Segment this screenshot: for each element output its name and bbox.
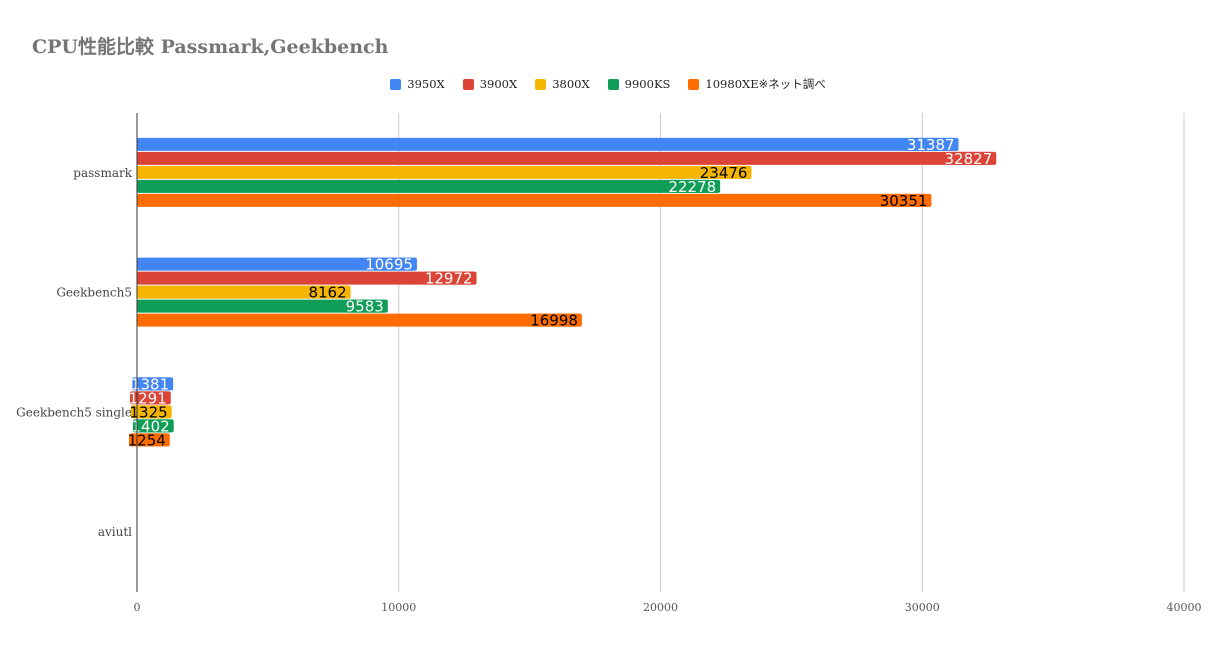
bar (137, 299, 388, 313)
data-label-bg (908, 137, 957, 151)
legend-item[interactable]: 9900KS (607, 76, 671, 92)
legend-label: 3800X (552, 77, 590, 91)
bar (137, 193, 932, 207)
bar (137, 179, 721, 193)
category-label: Geekbench5 (56, 286, 132, 300)
legend-item[interactable]: 3950X (390, 76, 445, 92)
legend-label: 9900KS (624, 77, 671, 91)
data-label-bg (670, 179, 719, 193)
legend-swatch (607, 78, 619, 90)
legend-swatch (535, 78, 547, 90)
data-label: 1381 (131, 375, 169, 393)
legend-item[interactable]: 10980XE※ネット調べ (688, 76, 826, 92)
chart-title: CPU性能比較 Passmark,Geekbench (32, 36, 389, 58)
data-label: 31387 (907, 136, 955, 154)
data-label: 32827 (945, 150, 993, 168)
x-tick-label: 30000 (905, 601, 940, 614)
legend-swatch (462, 78, 474, 90)
data-label: 1254 (128, 431, 166, 449)
legend-item[interactable]: 3800X (535, 76, 590, 92)
data-label-bg (309, 285, 349, 299)
x-tick-label: 40000 (1167, 601, 1202, 614)
data-label-bg (130, 405, 170, 419)
legend-label: 3900X (479, 77, 518, 91)
data-label: 12972 (425, 270, 473, 288)
bar (137, 285, 351, 299)
data-label-bg (881, 193, 930, 207)
data-label-bg (701, 165, 750, 179)
bar (137, 257, 417, 271)
data-label-bg (129, 391, 169, 405)
x-tick-label: 0 (134, 601, 141, 614)
category-label: Geekbench5 single (16, 405, 132, 419)
data-label-bg (132, 419, 172, 433)
x-tick-label: 20000 (643, 601, 678, 614)
legend-label: 10980XE※ネット調べ (705, 77, 826, 91)
data-label: 1291 (129, 389, 167, 407)
data-label: 1402 (132, 417, 170, 435)
data-label: 16998 (530, 312, 578, 330)
legend: 3950X 3900X 3800X 9900KS 10980XE※ネット調べ (0, 76, 1216, 92)
data-label: 8162 (308, 284, 346, 302)
category-label: passmark (73, 166, 132, 180)
category-label: aviutl (98, 525, 132, 539)
bar (137, 151, 997, 165)
legend-item[interactable]: 3900X (462, 76, 518, 92)
data-label-bg (426, 271, 475, 285)
bar (137, 271, 477, 285)
legend-swatch (390, 78, 402, 90)
data-label-bg (531, 313, 580, 327)
data-label-bg (347, 299, 386, 313)
data-label: 30351 (880, 192, 928, 210)
data-label: 10695 (365, 256, 413, 274)
data-label-bg (946, 151, 995, 165)
data-label: 22278 (668, 178, 716, 196)
x-tick-label: 10000 (381, 601, 416, 614)
bar (137, 137, 959, 151)
bar (137, 313, 582, 327)
data-label: 1325 (129, 403, 167, 421)
data-label-bg (129, 433, 168, 447)
bar (137, 165, 752, 179)
data-label: 9583 (346, 298, 384, 316)
data-label-bg (366, 257, 415, 271)
legend-swatch (688, 78, 700, 90)
data-label: 23476 (700, 164, 748, 182)
data-label-bg (132, 377, 172, 391)
legend-label: 3950X (407, 77, 445, 91)
